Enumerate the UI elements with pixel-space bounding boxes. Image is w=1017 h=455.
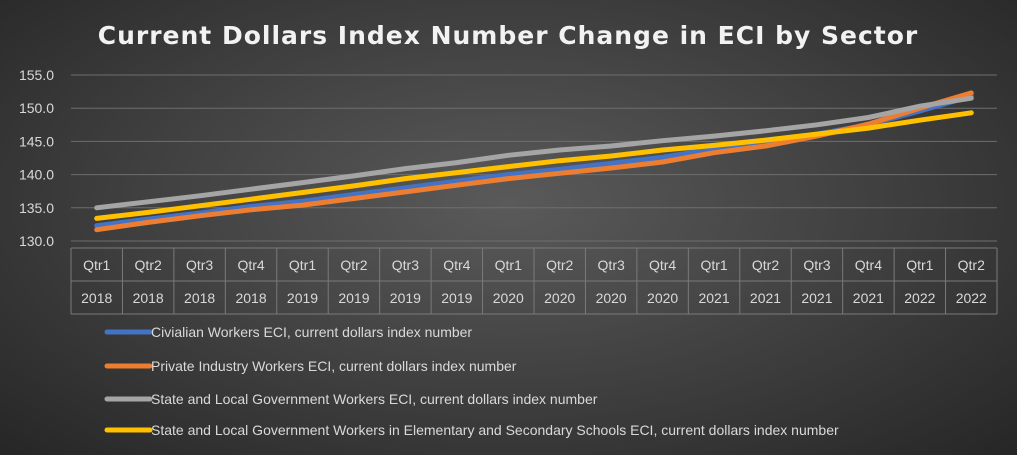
x-tick-label-quarter: Qtr2	[958, 257, 985, 273]
x-tick-label-year: 2020	[647, 290, 678, 306]
x-tick-label-quarter: Qtr4	[855, 257, 882, 273]
legend-label-3: State and Local Government Workers ECI, …	[151, 391, 598, 407]
y-axis-tick-labels: 130.0 135.0 140.0 145.0 150.0 155.0	[19, 67, 54, 249]
series-lines	[94, 90, 974, 233]
chart-title: Current Dollars Index Number Change in E…	[98, 21, 919, 50]
series-line-1	[94, 93, 974, 229]
series-line-4	[94, 110, 974, 221]
y-tick-label: 155.0	[19, 67, 54, 83]
x-tick-label-year: 2022	[956, 290, 987, 306]
legend: Civialian Workers ECI, current dollars i…	[104, 324, 839, 438]
y-tick-label: 145.0	[19, 133, 54, 149]
x-tick-label-quarter: Qtr2	[546, 257, 573, 273]
x-tick-label-year: 2022	[904, 290, 935, 306]
x-tick-label-quarter: Qtr3	[598, 257, 625, 273]
legend-label-1: Civialian Workers ECI, current dollars i…	[151, 324, 472, 340]
x-tick-label-quarter: Qtr2	[752, 257, 779, 273]
x-tick-label-quarter: Qtr1	[83, 257, 110, 273]
x-tick-label-year: 2021	[853, 290, 884, 306]
x-tick-label-year: 2021	[750, 290, 781, 306]
x-tick-label-quarter: Qtr3	[186, 257, 213, 273]
x-tick-label-year: 2019	[338, 290, 369, 306]
x-tick-label-year: 2018	[81, 290, 112, 306]
x-tick-label-year: 2018	[133, 290, 164, 306]
category-axis-table: Qtr1 2018 Qtr2 2018 Qtr3 2018 Qtr4 2018 Qtr1 2019…	[70, 247, 998, 315]
x-tick-label-year: 2021	[801, 290, 832, 306]
y-tick-label: 140.0	[19, 167, 54, 183]
y-tick-label: 135.0	[19, 200, 54, 216]
x-tick-label-quarter: Qtr3	[392, 257, 419, 273]
series-line-3	[94, 95, 974, 211]
x-tick-label-year: 2020	[596, 290, 627, 306]
x-tick-label-quarter: Qtr4	[443, 257, 470, 273]
x-tick-label-year: 2018	[235, 290, 266, 306]
x-tick-label-quarter: Qtr1	[700, 257, 727, 273]
x-tick-label-quarter: Qtr4	[237, 257, 264, 273]
x-tick-label-year: 2019	[441, 290, 472, 306]
x-tick-label-year: 2019	[287, 290, 318, 306]
y-tick-label: 130.0	[19, 233, 54, 249]
x-tick-label-quarter: Qtr2	[135, 257, 162, 273]
x-tick-label-quarter: Qtr1	[906, 257, 933, 273]
x-tick-label-year: 2019	[390, 290, 421, 306]
x-tick-label-year: 2020	[493, 290, 524, 306]
legend-label-2: Private Industry Workers ECI, current do…	[151, 358, 517, 374]
x-tick-label-year: 2021	[698, 290, 729, 306]
x-tick-label-quarter: Qtr4	[649, 257, 676, 273]
legend-label-4: State and Local Government Workers in El…	[151, 422, 839, 438]
x-tick-label-quarter: Qtr3	[803, 257, 830, 273]
x-tick-label-year: 2018	[184, 290, 215, 306]
y-tick-label: 150.0	[19, 100, 54, 116]
x-tick-label-year: 2020	[544, 290, 575, 306]
x-tick-label-quarter: Qtr1	[289, 257, 316, 273]
x-tick-label-quarter: Qtr2	[340, 257, 367, 273]
x-tick-label-quarter: Qtr1	[495, 257, 522, 273]
